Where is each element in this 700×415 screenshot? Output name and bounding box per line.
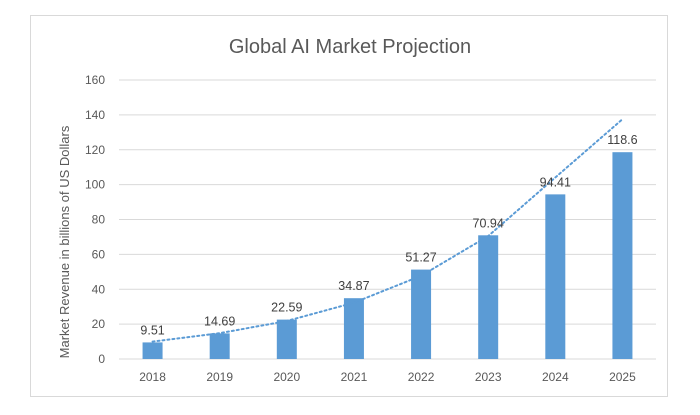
y-tick-label: 120 <box>85 143 105 157</box>
trendline-group <box>151 118 624 343</box>
data-label: 14.69 <box>204 314 235 328</box>
y-tick-label: 60 <box>92 247 106 261</box>
y-tick-label: 160 <box>85 73 105 87</box>
y-tick-label: 40 <box>92 282 106 296</box>
x-tick-label: 2018 <box>139 370 166 384</box>
x-tick-label: 2024 <box>542 370 569 384</box>
bar <box>209 333 230 359</box>
y-tick-label: 0 <box>98 352 105 366</box>
bar <box>343 298 364 359</box>
data-label: 22.59 <box>271 301 302 315</box>
data-label: 70.94 <box>473 216 504 230</box>
data-labels: 9.51 14.69 22.59 34.87 51.27 70.94 94.41 118.6 <box>140 133 637 337</box>
y-tick-label: 140 <box>85 108 105 122</box>
bar <box>142 342 163 359</box>
x-tick-label: 2025 <box>609 370 636 384</box>
y-tick-label: 20 <box>92 317 106 331</box>
y-tick-label: 80 <box>92 213 106 227</box>
data-label: 9.51 <box>140 323 164 337</box>
bar <box>612 152 633 359</box>
data-label: 51.27 <box>405 251 436 265</box>
x-tick-labels: 2018 2019 2020 2021 2022 2023 2024 2025 <box>139 370 636 384</box>
x-tick-label: 2022 <box>408 370 435 384</box>
trendline <box>151 118 624 343</box>
chart-title: Global AI Market Projection <box>229 36 471 58</box>
data-label: 118.6 <box>607 133 637 147</box>
y-tick-labels: 0 20 40 60 80 100 120 140 160 <box>85 73 105 366</box>
y-tick-label: 100 <box>85 178 105 192</box>
bar <box>545 194 566 359</box>
y-axis-label: Market Revenue in billions of US Dollars <box>57 125 72 358</box>
bar <box>478 235 499 359</box>
x-tick-label: 2021 <box>341 370 368 384</box>
bars <box>142 152 633 359</box>
data-label: 94.41 <box>540 175 571 189</box>
x-tick-label: 2020 <box>273 370 300 384</box>
bar <box>276 319 297 359</box>
chart-container: Global AI Market Projection Market Reven… <box>30 15 668 397</box>
x-tick-label: 2023 <box>475 370 502 384</box>
x-tick-label: 2019 <box>206 370 233 384</box>
chart-svg: Global AI Market Projection Market Reven… <box>57 36 656 384</box>
gridlines <box>119 79 656 360</box>
data-label: 34.87 <box>338 279 369 293</box>
bar <box>411 269 432 359</box>
